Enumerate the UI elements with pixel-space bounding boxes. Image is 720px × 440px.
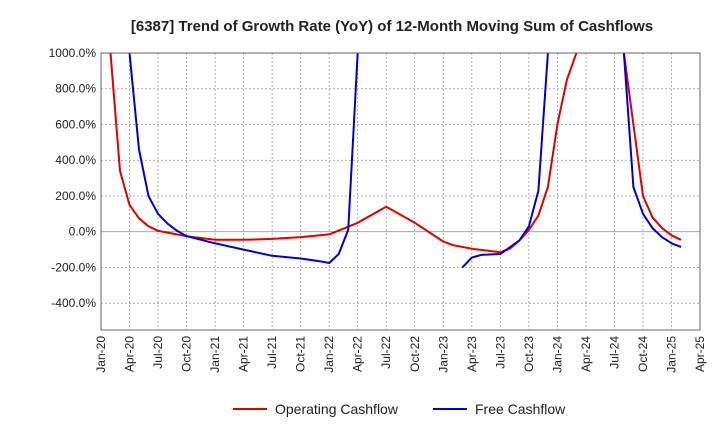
series-line-operating-cashflow — [622, 53, 682, 241]
x-tick-label: Jan-20 — [94, 336, 108, 373]
y-tick-label: 800.0% — [55, 82, 96, 96]
x-tick-label: Jan-24 — [550, 336, 564, 373]
y-tick-label: 400.0% — [55, 153, 96, 167]
x-tick-label: Apr-24 — [579, 336, 593, 372]
x-tick-label: Jul-24 — [607, 336, 621, 369]
x-tick-label: Oct-20 — [180, 336, 194, 372]
chart-title: [6387] Trend of Growth Rate (YoY) of 12-… — [131, 18, 653, 35]
x-tick-label: Jan-25 — [664, 336, 678, 373]
grid — [100, 52, 701, 330]
series-line-operating-cashflow — [109, 53, 578, 254]
y-tick-label: 0.0% — [69, 225, 97, 239]
legend: Operating Cashflow Free Cashflow — [233, 401, 566, 417]
x-tick-label: Jul-21 — [265, 336, 279, 369]
y-axis: 1000.0% 800.0% 600.0% 400.0% 200.0% 0.0% -200.… — [49, 46, 97, 310]
x-tick-label: Jul-22 — [379, 336, 393, 369]
x-tick-label: Jan-23 — [436, 336, 450, 373]
x-tick-label: Jan-21 — [208, 336, 222, 373]
y-tick-label: -200.0% — [51, 260, 96, 274]
y-tick-label: 1000.0% — [49, 46, 97, 60]
x-tick-label: Apr-23 — [465, 336, 479, 372]
series-line-free-cashflow — [622, 53, 682, 248]
x-tick-label: Oct-22 — [408, 336, 422, 372]
series-line-free-cashflow — [128, 53, 359, 264]
plot-frame — [100, 52, 701, 331]
x-tick-label: Apr-20 — [123, 336, 137, 372]
x-tick-label: Apr-22 — [351, 336, 365, 372]
legend-label: Free Cashflow — [475, 401, 566, 417]
legend-label: Operating Cashflow — [275, 401, 399, 417]
x-tick-label: Oct-23 — [522, 336, 536, 372]
x-tick-label: Jul-20 — [151, 336, 165, 369]
y-tick-label: 200.0% — [55, 189, 96, 203]
series-line-free-cashflow — [461, 53, 549, 269]
y-tick-label: 600.0% — [55, 117, 96, 131]
series-group — [109, 53, 682, 269]
x-tick-label: Jul-23 — [493, 336, 507, 369]
x-tick-label: Oct-24 — [636, 336, 650, 372]
x-tick-label: Apr-21 — [237, 336, 251, 372]
x-tick-label: Apr-25 — [693, 336, 707, 372]
y-tick-label: -400.0% — [51, 296, 96, 310]
x-tick-label: Oct-21 — [294, 336, 308, 372]
x-tick-label: Jan-22 — [322, 336, 336, 373]
x-axis: Jan-20 Apr-20 Jul-20 Oct-20 Jan-21 Apr-21 Jul-… — [94, 336, 707, 373]
